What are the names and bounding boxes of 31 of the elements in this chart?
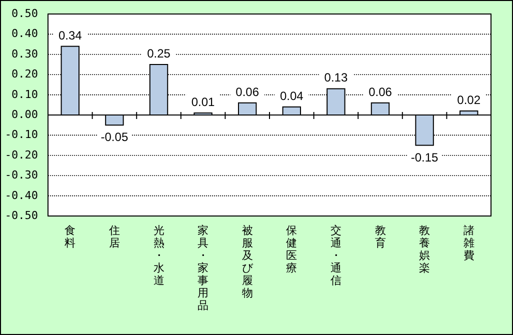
y-tick-label: 0.20 (12, 68, 38, 81)
data-label: 0.06 (236, 84, 260, 99)
data-label: 0.04 (280, 88, 304, 103)
x-tick-label: 食料 (64, 224, 76, 250)
y-tick-label: -0.20 (4, 148, 38, 162)
x-tick-label: 教養娯楽 (419, 224, 430, 274)
data-label: 0.02 (457, 92, 481, 107)
y-tick-label: -0.40 (4, 188, 38, 202)
y-tick-label: -0.10 (4, 128, 38, 142)
data-label: -0.15 (410, 150, 439, 164)
data-label: -0.05 (100, 130, 128, 144)
data-label: 0.13 (324, 70, 348, 85)
data-label: 0.01 (191, 94, 216, 109)
x-tick-label: 諸雑費 (463, 224, 474, 262)
y-tick-label: -0.30 (4, 168, 38, 182)
data-label: 0.25 (147, 46, 171, 60)
y-tick-label: 0.40 (12, 27, 38, 40)
x-tick-label: 被服及び履物 (242, 224, 254, 300)
data-label: 0.34 (58, 28, 82, 42)
data-label: 0.06 (368, 84, 392, 99)
x-tick-label: 交通・通信 (330, 224, 342, 287)
x-tick-label: 光熱・水道 (153, 224, 164, 287)
y-tick-label: 0.30 (12, 47, 38, 60)
x-tick-label: 保健医療 (286, 224, 298, 274)
x-tick-label: 住居 (108, 224, 120, 250)
y-tick-label: 0.50 (12, 7, 38, 20)
x-tick-label: 教育 (374, 224, 386, 250)
y-tick-label: 0.00 (12, 108, 38, 122)
y-tick-label: 0.10 (12, 88, 38, 101)
x-tick-label: 家具・家事用品 (198, 224, 209, 312)
y-tick-label: -0.50 (4, 209, 38, 222)
